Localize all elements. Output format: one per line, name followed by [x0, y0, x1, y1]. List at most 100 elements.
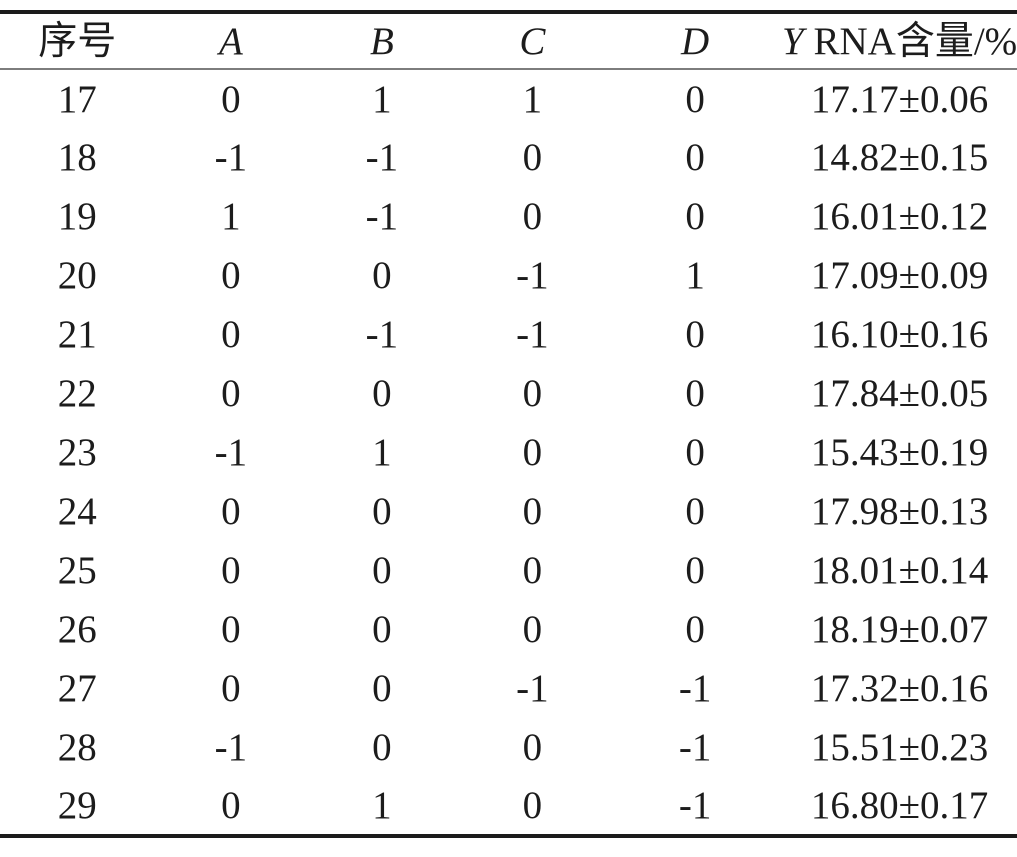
- table-row: 24 0 0 0 0 17.98±0.13: [0, 482, 1017, 541]
- cell-d: -1: [678, 784, 712, 827]
- cell-no: 24: [57, 490, 97, 533]
- cell-c: 0: [522, 195, 543, 238]
- cell-no: 22: [57, 372, 97, 415]
- cell-no: 21: [57, 313, 97, 356]
- table-body: 17 0 1 1 0 17.17±0.06 18 -1 -1 0 0 14.82±0.15 19 1 -1 0…: [0, 69, 1017, 836]
- table-row: 22 0 0 0 0 17.84±0.05: [0, 364, 1017, 423]
- cell-a: 0: [221, 77, 241, 121]
- cell-d: 0: [685, 136, 705, 179]
- table-row: 27 0 0 -1 -1 17.32±0.16: [0, 659, 1017, 718]
- cell-c: 0: [522, 490, 543, 533]
- cell-a: 0: [221, 667, 241, 710]
- cell-c: 0: [522, 431, 543, 474]
- cell-y: 16.80±0.17: [810, 784, 989, 827]
- cell-y: 14.82±0.15: [810, 136, 989, 179]
- table-row: 28 -1 0 0 -1 15.51±0.23: [0, 718, 1017, 777]
- cell-a: -1: [214, 726, 248, 769]
- cell-no: 28: [57, 726, 97, 769]
- cell-a: 0: [221, 608, 241, 651]
- cell-d: 1: [685, 254, 705, 297]
- cell-no: 17: [57, 77, 97, 121]
- cell-b: -1: [365, 195, 399, 238]
- cell-y: 18.01±0.14: [810, 549, 989, 592]
- table-row: 20 0 0 -1 1 17.09±0.09: [0, 246, 1017, 305]
- cell-d: 0: [685, 490, 705, 533]
- cell-y: 17.17±0.06: [810, 77, 989, 121]
- cell-a: 0: [221, 784, 241, 827]
- table-row: 23 -1 1 0 0 15.43±0.19: [0, 423, 1017, 482]
- cell-no: 18: [57, 136, 97, 179]
- header-cell-factor-d: D: [681, 19, 710, 63]
- cell-b: 1: [372, 77, 392, 121]
- cell-b: 1: [372, 784, 392, 827]
- header-cell-no: 序号: [38, 19, 117, 63]
- cell-no: 20: [57, 254, 97, 297]
- cell-b: 0: [372, 726, 392, 769]
- header-y-symbol: Y: [782, 19, 804, 63]
- cell-a: -1: [214, 136, 248, 179]
- table-row: 29 0 1 0 -1 16.80±0.17: [0, 777, 1017, 836]
- table-row: 19 1 -1 0 0 16.01±0.12: [0, 187, 1017, 246]
- cell-y: 16.01±0.12: [810, 195, 989, 238]
- cell-a: 0: [221, 490, 241, 533]
- table-row: 21 0 -1 -1 0 16.10±0.16: [0, 305, 1017, 364]
- cell-no: 25: [57, 549, 97, 592]
- cell-c: 0: [522, 372, 543, 415]
- cell-d: -1: [678, 726, 712, 769]
- cell-b: 0: [372, 667, 392, 710]
- cell-y: 15.43±0.19: [810, 431, 989, 474]
- cell-a: -1: [214, 431, 248, 474]
- header-cell-factor-c: C: [519, 19, 546, 63]
- table-row: 25 0 0 0 0 18.01±0.14: [0, 541, 1017, 600]
- table-row: 26 0 0 0 0 18.19±0.07: [0, 600, 1017, 659]
- cell-y: 15.51±0.23: [810, 726, 989, 769]
- cell-c: 0: [522, 726, 543, 769]
- cell-c: 0: [522, 549, 543, 592]
- header-cell-factor-a: A: [218, 19, 243, 63]
- cell-no: 19: [57, 195, 97, 238]
- cell-b: -1: [365, 313, 399, 356]
- header-y-rna-label: RNA含量/%: [803, 19, 1017, 63]
- cell-c: 0: [522, 608, 543, 651]
- cell-a: 1: [221, 195, 241, 238]
- cell-a: 0: [221, 254, 241, 297]
- cell-c: -1: [516, 313, 549, 356]
- cell-no: 27: [57, 667, 97, 710]
- cell-b: 0: [372, 549, 392, 592]
- cell-c: 0: [522, 784, 543, 827]
- cell-d: 0: [685, 608, 705, 651]
- header-cell-factor-b: B: [369, 19, 394, 63]
- cell-y: 17.32±0.16: [810, 667, 989, 710]
- cell-y: 17.09±0.09: [810, 254, 989, 297]
- cell-no: 26: [57, 608, 97, 651]
- cell-d: 0: [685, 77, 705, 121]
- table-row: 18 -1 -1 0 0 14.82±0.15: [0, 128, 1017, 187]
- header-cell-y-rna-content: Y RNA含量/%: [782, 12, 1017, 69]
- cell-c: -1: [516, 667, 549, 710]
- cell-b: 1: [372, 431, 392, 474]
- cell-d: 0: [685, 431, 705, 474]
- cell-b: 0: [372, 254, 392, 297]
- cell-b: 0: [372, 372, 392, 415]
- cell-y: 18.19±0.07: [810, 608, 989, 651]
- cell-d: 0: [685, 195, 705, 238]
- cell-b: 0: [372, 608, 392, 651]
- cell-a: 0: [221, 549, 241, 592]
- cell-y: 16.10±0.16: [810, 313, 989, 356]
- cell-a: 0: [221, 372, 241, 415]
- cell-d: 0: [685, 372, 705, 415]
- cell-c: 1: [522, 77, 543, 121]
- cell-y: 17.84±0.05: [810, 372, 989, 415]
- cell-c: 0: [522, 136, 543, 179]
- cell-d: 0: [685, 313, 705, 356]
- cell-b: 0: [372, 490, 392, 533]
- table-header: 序号 A B C D Y RNA含量/%: [0, 12, 1017, 69]
- cell-b: -1: [365, 136, 399, 179]
- cell-y: 17.98±0.13: [810, 490, 989, 533]
- cell-no: 23: [57, 431, 97, 474]
- cell-c: -1: [516, 254, 549, 297]
- cell-d: -1: [678, 667, 712, 710]
- header-row: 序号 A B C D Y RNA含量/%: [0, 12, 1017, 69]
- table-row: 17 0 1 1 0 17.17±0.06: [0, 69, 1017, 128]
